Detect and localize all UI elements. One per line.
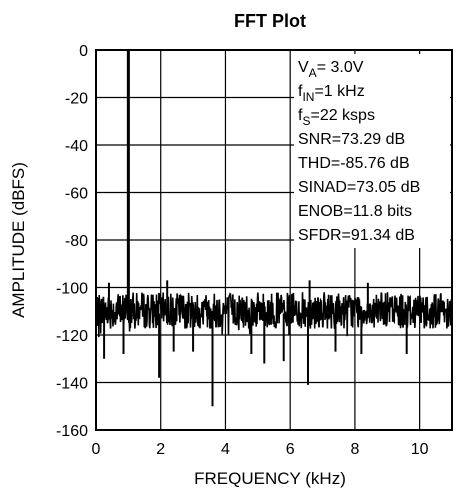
y-tick-label: -160 <box>56 423 88 440</box>
y-tick-label: -40 <box>65 138 88 155</box>
plot-frame <box>95 49 453 431</box>
y-tick-label: 0 <box>79 43 88 60</box>
chart-title: FFT Plot <box>234 11 306 31</box>
y-tick-label: -60 <box>65 186 88 203</box>
x-tick-label: 6 <box>286 441 295 458</box>
annotation-line: THD=-85.76 dB <box>298 155 410 172</box>
y-tick-label: -20 <box>65 91 88 108</box>
x-tick-label: 8 <box>350 441 359 458</box>
y-tick-labels: 0 -20 -40 -60 -80 -100 -120 -140 -160 <box>56 43 88 440</box>
noise-floor <box>95 292 453 338</box>
x-tick-labels: 0 2 4 6 8 10 <box>92 441 429 458</box>
x-tick-label: 4 <box>221 441 230 458</box>
x-tick-label: 2 <box>156 441 165 458</box>
annotation-line: ENOB=11.8 bits <box>298 203 412 220</box>
annotation-line: fIN=1 kHz <box>298 83 365 104</box>
y-tick-label: -100 <box>56 281 88 298</box>
y-axis-label: AMPLITUDE (dBFS) <box>9 162 28 318</box>
noise-trace <box>95 292 453 338</box>
annotation-line: VA= 3.0V <box>298 59 364 80</box>
x-tick-label: 0 <box>92 441 101 458</box>
annotation-line: fS=22 ksps <box>298 107 375 128</box>
y-tick-label: -140 <box>56 376 88 393</box>
data-spikes <box>103 50 408 407</box>
annotation-line: SINAD=73.05 dB <box>298 179 420 196</box>
annotations: VA= 3.0V fIN=1 kHz fS=22 ksps SNR=73.29 dB T… <box>294 54 450 248</box>
annotation-line: SNR=73.29 dB <box>298 131 405 148</box>
y-tick-label: -120 <box>56 328 88 345</box>
annotation-bg <box>294 54 450 248</box>
annotation-line: SFDR=91.34 dB <box>298 227 415 244</box>
x-tick-label: 10 <box>411 441 429 458</box>
y-tick-label: -80 <box>65 233 88 250</box>
x-axis-label: FREQUENCY (kHz) <box>194 469 346 488</box>
